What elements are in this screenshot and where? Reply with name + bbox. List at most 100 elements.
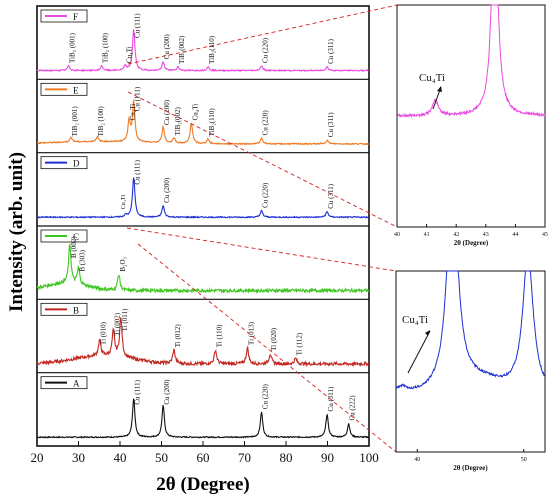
- y-axis-label: Intensity (arb. unit): [6, 152, 27, 312]
- series-line-C: [36, 242, 370, 295]
- peak-label: Ti (020): [270, 327, 278, 351]
- peak-label: Cu (111): [134, 86, 142, 111]
- series-line-A: [36, 398, 369, 439]
- connector-line: [126, 227, 397, 272]
- inset-annotation: Cu₄Ti: [402, 314, 428, 326]
- peak-label: Ti (010): [100, 321, 108, 345]
- peak-label: Cu (200): [163, 177, 171, 203]
- peak-label: TiB₂(002): [174, 106, 182, 135]
- series-line-B: [36, 317, 370, 368]
- peak-label: Ti (112): [296, 332, 304, 355]
- peak-label: Cu (220): [262, 182, 270, 208]
- peak-label: TiB₂(002): [178, 35, 186, 64]
- peak-label: TiB₂ (100): [102, 32, 110, 63]
- inset-line: [396, 4, 546, 119]
- inset-x-tick-label: 42: [453, 232, 459, 238]
- peak-label: Cu (222): [349, 395, 357, 421]
- x-tick-label: 20: [31, 450, 44, 465]
- x-tick-label: 60: [197, 450, 210, 465]
- legend-E: E: [40, 82, 88, 96]
- peak-label: Ti (110): [215, 324, 223, 347]
- peak-label: Cu₄Ti: [125, 46, 133, 63]
- peak-label: TiB₂ (001): [71, 106, 79, 137]
- x-axis: 20 30 40 50 60 70 80 90 100: [31, 441, 379, 465]
- inset-frame: [396, 4, 546, 228]
- series-panel-B: B Ti (010) Ti (002) Ti (011) Ti (012) Ti (110…: [36, 302, 370, 374]
- peak-label: Ti (012): [174, 324, 182, 348]
- peak-label: Cu₄Ti: [129, 104, 137, 121]
- peak-label: Cu (220): [262, 383, 270, 409]
- inset-annotation: Cu₄Ti: [419, 72, 445, 84]
- x-tick-label: 50: [155, 450, 168, 465]
- peak-label: Cu (111): [134, 159, 142, 184]
- legend-label: F: [73, 12, 78, 22]
- legend-B: B: [40, 302, 88, 316]
- series-panel-C: CB (002)B (303) B₂O₃: [36, 229, 370, 300]
- annotation-arrow: [407, 330, 431, 374]
- peak-label: B (002): [70, 236, 78, 258]
- series-panel-D: D Cu₄Ti Cu (111) Cu (200) Cu (220) Cu (311): [36, 156, 370, 227]
- x-tick-label: 70: [238, 450, 251, 465]
- peak-label: TiB₂ (001): [69, 32, 77, 63]
- inset-F: 40 41 42 43 44 45 2θ (Degree) Cu₄Ti: [394, 4, 548, 247]
- inset-x-tick-label: 43: [483, 232, 489, 238]
- series-line-F: [36, 29, 369, 73]
- zoom-connectors: [126, 4, 398, 453]
- peak-label: Cu (200): [163, 379, 171, 405]
- peak-label: Cu (111): [134, 379, 142, 404]
- legend-D: D: [40, 156, 88, 170]
- legend-label: C: [73, 232, 79, 242]
- legend-C: C: [40, 229, 88, 243]
- peak-label: Cu (220): [262, 110, 270, 136]
- inset-x-label: 2θ (Degree): [454, 239, 489, 247]
- arrow-head: [425, 330, 430, 336]
- peak-label: B (303): [79, 249, 87, 271]
- inset-x-tick-label: 44: [512, 232, 518, 238]
- peak-label: Cu (311): [327, 112, 335, 137]
- inset-frame: [395, 270, 546, 453]
- peak-label: Cu (311): [327, 183, 335, 208]
- connector-line: [127, 4, 398, 65]
- inset-x-tick-label: 40: [394, 232, 400, 238]
- inset-x-tick-label: 50: [521, 457, 527, 463]
- inset-x-tick-label: 45: [542, 232, 548, 238]
- peak-label: Cu₄Ti: [191, 104, 199, 121]
- inset-line: [395, 270, 545, 390]
- inset-D: 40 50 2θ (Degree) Cu₄Ti: [395, 270, 546, 472]
- x-tick-label: 100: [359, 450, 379, 465]
- arrow-head: [437, 86, 442, 92]
- connector-line: [127, 91, 398, 228]
- legend-A: A: [40, 376, 88, 390]
- peak-label: Cu (311): [327, 38, 335, 63]
- series-line-E: [36, 99, 370, 146]
- inset-x-tick-label: 41: [424, 232, 430, 238]
- peak-label: Cu (200): [163, 34, 171, 60]
- peak-label: Ti (011): [121, 308, 129, 331]
- x-axis-label: 2θ (Degree): [156, 474, 249, 495]
- peak-label: Cu (111): [134, 13, 142, 38]
- peak-label: Ti (013): [247, 321, 255, 345]
- legend-label: E: [73, 85, 79, 95]
- x-tick-label: 90: [321, 450, 334, 465]
- legend-label: B: [73, 305, 79, 315]
- x-tick-label: 40: [114, 450, 127, 465]
- peak-label: Cu (220): [262, 37, 270, 63]
- legend-F: F: [40, 9, 88, 23]
- series-panel-A: A Cu (111) Cu (200) Cu (220) Cu (311) Cu (222…: [36, 376, 369, 439]
- peak-label: TiB₂(110): [208, 108, 216, 137]
- peak-label: TiB₂ (100): [97, 106, 105, 137]
- inset-x-label: 2θ (Degree): [453, 464, 488, 472]
- x-tick-label: 30: [72, 450, 85, 465]
- peak-label: Ti (002): [113, 312, 121, 336]
- peak-label: B₂O₃: [119, 256, 127, 271]
- connector-line: [137, 243, 397, 453]
- peak-label: Cu₄Ti: [121, 195, 127, 210]
- x-tick-label: 80: [280, 450, 293, 465]
- series-line-D: [36, 177, 370, 219]
- legend-label: D: [73, 159, 80, 169]
- inset-x-tick-label: 40: [414, 457, 420, 463]
- peak-label: Cu (311): [327, 386, 335, 411]
